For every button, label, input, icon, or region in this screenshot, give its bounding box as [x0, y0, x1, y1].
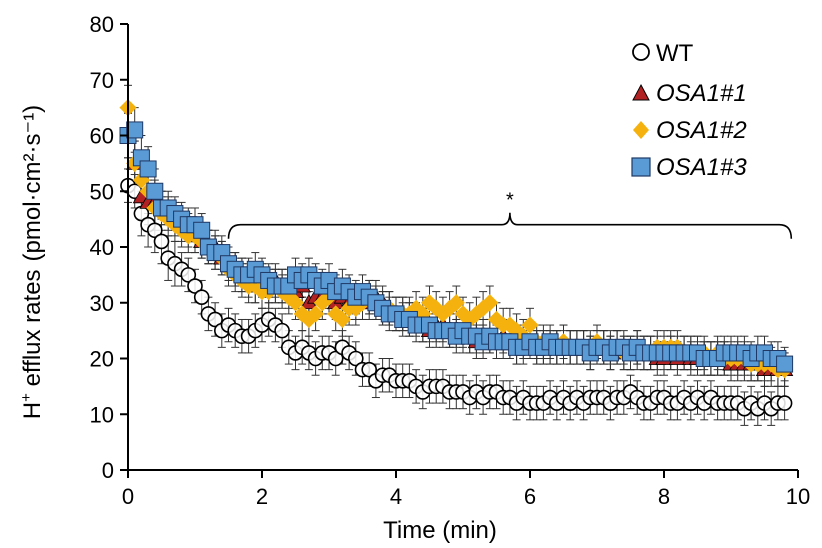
y-ticks: 0 10 20 30 40 50 60 70 80 — [90, 12, 128, 483]
y-axis-label: H+ efflux rates (pmol·cm²·s⁻¹) — [18, 105, 46, 419]
point-wt — [347, 350, 364, 367]
legend-label-osa1-1: OSA1#1 — [656, 80, 747, 107]
point-wt — [776, 395, 793, 411]
legend-label-osa1-2: OSA1#2 — [656, 117, 747, 144]
point-osa1-2 — [481, 294, 499, 312]
point-osa1-2 — [501, 316, 519, 334]
x-tick-label: 6 — [524, 484, 536, 509]
point-osa1-2 — [521, 316, 539, 334]
point-osa1-3 — [146, 182, 164, 200]
legend-marker-osa1-2 — [633, 121, 649, 139]
y-tick-label: 40 — [90, 235, 114, 260]
point-wt — [327, 350, 344, 367]
significance-bracket — [227, 212, 793, 239]
y-tick-label: 30 — [90, 291, 114, 316]
legend: WT OSA1#1 OSA1#2 OSA1#3 — [631, 40, 747, 181]
y-tick-label: 70 — [90, 68, 114, 93]
legend-marker-osa1-1 — [632, 83, 650, 101]
point-wt — [274, 322, 290, 339]
point-wt — [193, 289, 210, 305]
point-osa1-2 — [286, 294, 305, 312]
y-tick-label: 20 — [90, 347, 114, 372]
y-axis-label-sup: + — [18, 393, 35, 402]
point-osa1-3 — [776, 355, 794, 373]
point-wt — [187, 278, 203, 294]
y-tick-label: 0 — [102, 458, 114, 483]
y-axis-label-rest: efflux rates — [19, 269, 46, 393]
point-osa1-2 — [307, 305, 325, 323]
legend-marker-osa1-3 — [631, 157, 651, 177]
x-axis-label: Time (min) — [383, 517, 497, 544]
point-osa1-3 — [126, 121, 144, 139]
point-wt — [147, 222, 163, 239]
y-tick-label: 10 — [90, 402, 114, 427]
data-points — [119, 99, 794, 417]
legend-marker-wt — [632, 43, 650, 61]
point-osa1-3 — [193, 221, 211, 239]
point-osa1-2 — [333, 310, 351, 329]
point-wt — [180, 267, 197, 283]
point-wt — [153, 233, 170, 250]
significance-asterisk: * — [506, 190, 514, 212]
point-osa1-2 — [447, 294, 465, 312]
x-tick-label: 0 — [122, 484, 134, 509]
y-tick-label: 80 — [90, 12, 114, 37]
point-wt — [361, 361, 378, 378]
x-tick-label: 10 — [786, 484, 810, 509]
y-tick-label: 60 — [90, 124, 114, 149]
legend-label-wt: WT — [656, 40, 694, 67]
legend-label-osa1-3: OSA1#3 — [656, 154, 747, 181]
x-tick-label: 2 — [256, 484, 268, 509]
point-wt — [207, 311, 223, 328]
x-ticks: 0 2 4 6 8 10 — [122, 470, 810, 509]
y-axis-label-main: H — [19, 402, 46, 419]
x-tick-label: 8 — [658, 484, 670, 509]
x-tick-label: 4 — [390, 484, 402, 509]
y-axis-label-unit: (pmol·cm²·s⁻¹) — [19, 105, 46, 262]
y-tick-label: 50 — [90, 179, 114, 204]
point-osa1-3 — [139, 160, 157, 178]
